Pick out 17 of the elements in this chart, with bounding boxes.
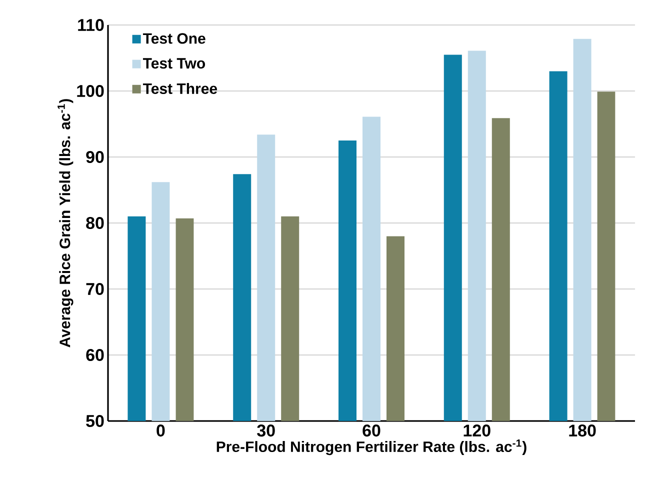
x-tick-label: 180 <box>569 424 596 437</box>
y-tick-label: 70 <box>86 282 104 296</box>
x-tick-label: 0 <box>156 424 165 437</box>
legend-label: Test Three <box>142 82 218 94</box>
y-tick-label: 90 <box>86 150 104 164</box>
y-tick-label: 110 <box>78 18 104 32</box>
x-axis-title: Pre-Flood Nitrogen Fertilizer Rate (lbs. ac$^{-1}$) <box>216 439 526 456</box>
y-tick-label: 80 <box>86 216 104 230</box>
x-tick-label: 30 <box>257 424 275 437</box>
legend-label: Test Two <box>142 58 206 69</box>
legend-label: Test One <box>142 33 206 44</box>
x-tick-label: 120 <box>464 424 490 437</box>
y-tick-label: 100 <box>77 84 104 98</box>
y-axis-title: Average Rice Grain Yield (lbs. ac$^{-1}$) <box>58 99 74 348</box>
y-tick-label: 50 <box>86 414 104 428</box>
y-tick-label: 60 <box>86 348 104 362</box>
x-tick-label: 60 <box>362 424 380 437</box>
